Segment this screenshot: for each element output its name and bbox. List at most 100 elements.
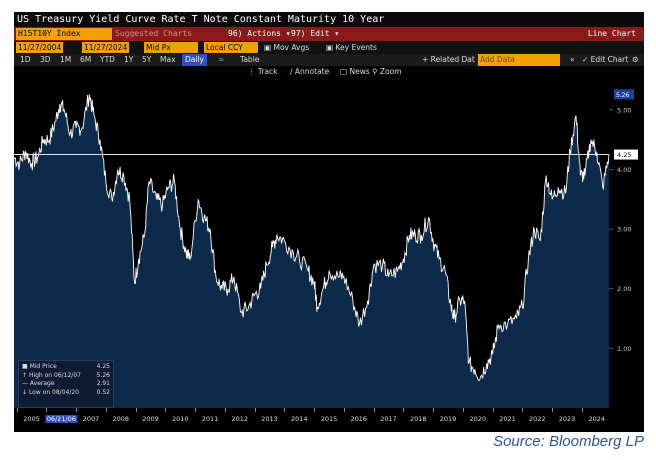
chart-type-label[interactable]: Line Chart: [587, 29, 636, 38]
x-tick-label: 2016: [350, 415, 368, 423]
tf-1d[interactable]: 1D: [20, 55, 31, 64]
x-tick-label: 2005: [23, 415, 40, 423]
x-tick: [16, 408, 18, 412]
x-tick: [552, 408, 554, 412]
tf-1m[interactable]: 1M: [60, 55, 72, 64]
legend-high-value: 5.26: [96, 371, 110, 379]
y-tick-label: 1.00: [617, 345, 631, 353]
date-controls: 11/27/2004 11/27/2024 Mid Px Local CCY ▣…: [14, 41, 644, 54]
x-tick-label: 2007: [82, 415, 100, 423]
start-date-field[interactable]: 11/27/2004: [16, 42, 64, 53]
zoom-tool[interactable]: ⚲ Zoom: [372, 67, 402, 76]
x-tick: [46, 408, 48, 412]
x-tick-label: 2023: [558, 415, 576, 423]
timeframe-bar: 1D 3D 1M 6M YTD 1Y 5Y Max Daily ≈ Table …: [14, 54, 644, 66]
yield-chart[interactable]: 1.002.003.004.005.004.255.26: [14, 66, 644, 408]
current-value-label: 4.25: [617, 151, 631, 159]
legend-panel: ■ Mid Price 4.25 ↑ High on 06/12/07 5.26 —…: [18, 360, 114, 408]
suggested-charts-button[interactable]: Suggested Charts: [115, 29, 193, 38]
x-tick: [462, 408, 464, 412]
x-tick: [195, 408, 197, 412]
x-tick: [581, 408, 583, 412]
x-axis: 2005 06/21/06 2007 2008 2009 2010 2011 2012 2013…: [14, 408, 644, 432]
x-tick: [433, 408, 435, 412]
x-tick: [76, 408, 78, 412]
track-tool[interactable]: ⋮ Track: [248, 67, 278, 76]
series-area: [14, 94, 609, 408]
x-tick: [343, 408, 345, 412]
tf-ytd[interactable]: YTD: [100, 55, 115, 64]
x-tick: [522, 408, 524, 412]
x-tick-label: 2013: [261, 415, 278, 423]
legend-mid-price: ■ Mid Price: [22, 363, 57, 370]
tf-1y[interactable]: 1Y: [124, 55, 134, 64]
axis-top-label: 5.26: [616, 92, 630, 99]
y-axis-strip: [609, 66, 644, 408]
y-tick-label: 4.00: [617, 166, 631, 174]
command-toolbar: H15T10Y Index Suggested Charts 96) Actio…: [14, 27, 644, 41]
x-tick: [165, 408, 167, 412]
mov-avgs-toggle[interactable]: ▣ Mov Avgs: [264, 43, 310, 52]
chart-icon[interactable]: ≈: [218, 55, 225, 64]
legend-average: — Average: [22, 380, 55, 387]
legend-average-value: 2.91: [96, 380, 110, 387]
x-tick-label: 2019: [439, 415, 457, 423]
tf-6m[interactable]: 6M: [80, 55, 92, 64]
legend-mid-price-value: 4.25: [96, 363, 110, 370]
x-tick-label: 2012: [231, 415, 249, 423]
field-selector[interactable]: Mid Px: [144, 42, 198, 53]
actions-menu[interactable]: 96) Actions ▾: [228, 29, 291, 38]
x-tick-label: 2020: [469, 415, 487, 423]
add-data-input[interactable]: Add Data: [478, 54, 560, 66]
x-tick: [314, 408, 316, 412]
x-tick: [135, 408, 137, 412]
window-title: US Treasury Yield Curve Rate T Note Cons…: [14, 12, 644, 27]
x-tick-label: 2008: [112, 415, 130, 423]
tf-max[interactable]: Max: [160, 55, 176, 64]
x-tick: [105, 408, 107, 412]
y-tick-label: 2.00: [617, 285, 631, 293]
tf-5y[interactable]: 5Y: [142, 55, 152, 64]
x-tick: [403, 408, 405, 412]
x-tick-label: 2011: [201, 415, 219, 423]
key-events-toggle[interactable]: ▣ Key Events: [326, 43, 377, 52]
x-tick-label: 06/21/06: [45, 415, 77, 423]
edit-menu[interactable]: 97) Edit ▾: [291, 29, 340, 38]
current-value-box: [614, 149, 638, 160]
x-tick-label: 2021: [499, 415, 516, 423]
x-tick-label: 2017: [380, 415, 397, 423]
table-button[interactable]: Table: [240, 55, 260, 64]
x-tick-label: 2009: [142, 415, 159, 423]
chart-tools: ⋮ Track ∕ Annotate □ News ⚲ Zoom: [14, 66, 644, 78]
ticker-field[interactable]: H15T10Y Index: [16, 28, 112, 40]
x-tick: [492, 408, 494, 412]
related-data-button[interactable]: + Related Dat: [422, 55, 475, 64]
edit-chart-button[interactable]: ✓ Edit Chart: [582, 55, 629, 64]
annotate-tool[interactable]: ∕ Annotate: [290, 67, 330, 76]
x-tick: [373, 408, 375, 412]
news-tool[interactable]: □ News: [340, 67, 370, 76]
x-tick: [254, 408, 256, 412]
x-tick-label: 2018: [410, 415, 427, 423]
y-tick-label: 5.00: [617, 106, 631, 114]
legend-high: ↑ High on 06/12/07: [22, 371, 81, 379]
bloomberg-terminal-window: US Treasury Yield Curve Rate T Note Cons…: [14, 12, 644, 432]
currency-selector[interactable]: Local CCY: [204, 42, 258, 53]
x-tick-label: 2024: [588, 415, 606, 423]
legend-low-value: 0.52: [96, 388, 110, 396]
frequency-selector[interactable]: Daily: [182, 54, 207, 66]
x-tick-label: 2015: [320, 415, 338, 423]
x-tick-label: 2010: [172, 415, 189, 423]
x-tick-label: 2014: [291, 415, 308, 423]
y-tick-label: 3.00: [617, 226, 631, 234]
tf-3d[interactable]: 3D: [40, 55, 51, 64]
end-date-field[interactable]: 11/27/2024: [82, 42, 130, 53]
source-credit: Source: Bloomberg LP: [493, 433, 644, 450]
gear-icon[interactable]: ⚙: [632, 55, 639, 64]
legend-low: ↓ Low on 08/04/20: [22, 388, 79, 396]
series-line: [14, 94, 610, 382]
x-tick: [224, 408, 226, 412]
axis-top-box: [614, 89, 634, 100]
collapse-icon[interactable]: «: [570, 55, 575, 64]
x-tick-label: 2022: [529, 415, 546, 423]
